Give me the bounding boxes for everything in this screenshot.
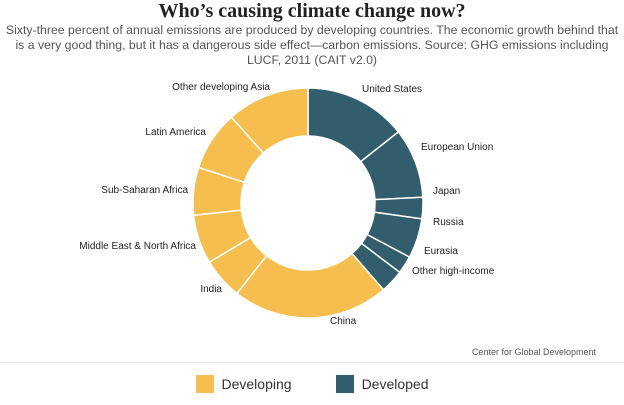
label-middle-east-and-north-africa: Middle East & North Africa: [79, 241, 196, 252]
slice-labels: United States European Union Japan Russia Eu…: [79, 82, 494, 327]
label-united-states: United States: [362, 84, 422, 95]
label-latin-america: Latin America: [145, 127, 206, 138]
label-european-union: European Union: [421, 142, 493, 153]
label-other-high-income: Other high-income: [412, 266, 495, 277]
label-sub-saharan-africa: Sub-Saharan Africa: [101, 185, 188, 196]
legend-label-developed: Developed: [361, 376, 429, 392]
legend-divider: [0, 362, 624, 363]
label-russia: Russia: [433, 217, 464, 228]
legend-label-developing: Developing: [221, 376, 292, 392]
label-india: India: [200, 284, 222, 295]
donut-slices: [192, 87, 424, 319]
label-china: China: [330, 316, 357, 327]
legend-item-developing: Developing: [195, 375, 292, 393]
source-credit: Center for Global Development: [472, 347, 597, 357]
label-eurasia: Eurasia: [424, 246, 458, 257]
label-other-developing-asia: Other developing Asia: [172, 82, 270, 93]
slice-other-developing-asia: [230, 87, 309, 155]
legend-swatch-developed: [335, 375, 354, 393]
chart-subtitle: Sixty-three percent of annual emissions …: [5, 23, 619, 67]
legend: Developing Developed: [0, 372, 624, 396]
label-japan: Japan: [433, 186, 460, 197]
donut-chart: United States European Union Japan Russia Eu…: [79, 82, 597, 357]
legend-item-developed: Developed: [335, 375, 429, 393]
legend-swatch-developing: [195, 375, 214, 393]
chart-title: Who’s causing climate change now?: [158, 0, 466, 22]
